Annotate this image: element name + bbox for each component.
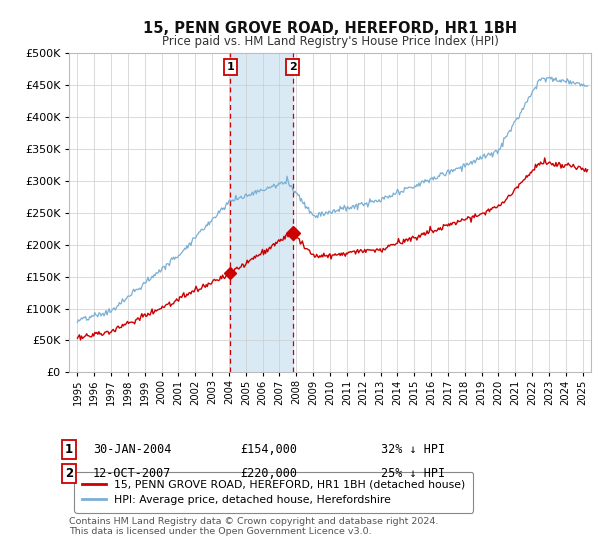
Text: 2: 2 <box>65 466 73 480</box>
Text: 12-OCT-2007: 12-OCT-2007 <box>93 466 172 480</box>
Text: 25% ↓ HPI: 25% ↓ HPI <box>381 466 445 480</box>
Text: Price paid vs. HM Land Registry's House Price Index (HPI): Price paid vs. HM Land Registry's House … <box>161 35 499 48</box>
Legend: 15, PENN GROVE ROAD, HEREFORD, HR1 1BH (detached house), HPI: Average price, det: 15, PENN GROVE ROAD, HEREFORD, HR1 1BH (… <box>74 472 473 512</box>
Text: 1: 1 <box>226 62 234 72</box>
Text: 32% ↓ HPI: 32% ↓ HPI <box>381 443 445 456</box>
Text: 30-JAN-2004: 30-JAN-2004 <box>93 443 172 456</box>
Text: Contains HM Land Registry data © Crown copyright and database right 2024.: Contains HM Land Registry data © Crown c… <box>69 517 439 526</box>
Text: £220,000: £220,000 <box>240 466 297 480</box>
Text: 2: 2 <box>289 62 296 72</box>
Text: 15, PENN GROVE ROAD, HEREFORD, HR1 1BH: 15, PENN GROVE ROAD, HEREFORD, HR1 1BH <box>143 21 517 36</box>
Text: 1: 1 <box>65 443 73 456</box>
Text: £154,000: £154,000 <box>240 443 297 456</box>
Text: This data is licensed under the Open Government Licence v3.0.: This data is licensed under the Open Gov… <box>69 528 371 536</box>
Bar <box>230 53 293 372</box>
